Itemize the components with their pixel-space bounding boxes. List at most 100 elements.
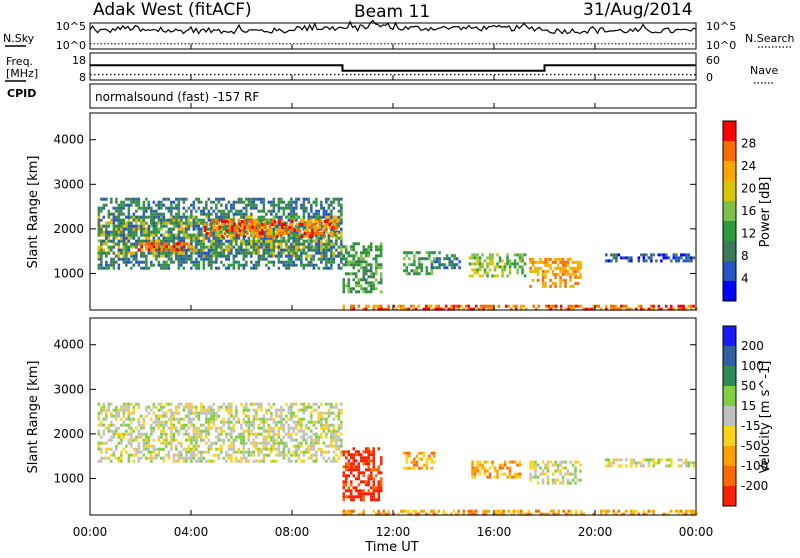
echo-cell (287, 423, 291, 427)
echo-cell (227, 251, 231, 255)
echo-cell (182, 417, 186, 421)
echo-cell (180, 402, 183, 406)
echo-cell (513, 472, 517, 476)
echo-cell (357, 304, 360, 308)
echo-cell (140, 426, 143, 430)
echo-cell (266, 235, 269, 238)
echo-cell (248, 220, 252, 223)
echo-cell (312, 245, 316, 249)
echo-cell (125, 242, 128, 246)
echo-cell (340, 227, 343, 231)
echo-cell (501, 259, 504, 263)
echo-cell (529, 463, 532, 467)
echo-cell (531, 460, 535, 464)
echo-cell (177, 266, 181, 270)
echo-cell (165, 402, 168, 406)
echo-cell (292, 236, 296, 240)
echo-cell (302, 266, 306, 270)
echo-cell (222, 438, 226, 442)
echo-cell (215, 248, 218, 252)
echo-cell (380, 512, 383, 516)
echo-cell (372, 486, 375, 490)
echo-cell (107, 209, 111, 213)
echo-cell (110, 263, 113, 267)
echo-cell (561, 478, 565, 482)
echo-cell (221, 235, 224, 238)
echo-cell (162, 432, 166, 436)
echo-cell (352, 263, 355, 267)
echo-cell (352, 278, 355, 282)
echo-cell (574, 272, 577, 276)
echo-cell (152, 200, 156, 204)
echo-cell (690, 461, 693, 465)
echo-cell (367, 453, 370, 457)
echo-cell (554, 275, 557, 279)
echo-cell (235, 408, 238, 412)
echo-cell (488, 253, 492, 257)
echo-cell (687, 461, 691, 465)
echo-cell (110, 218, 113, 222)
echo-cell (97, 429, 101, 433)
echo-cell (227, 405, 231, 409)
echo-cell (220, 227, 223, 231)
echo-cell (170, 203, 173, 207)
echo-cell (142, 221, 146, 225)
echo-cell (295, 203, 298, 207)
echo-cell (320, 233, 323, 237)
echo-cell (315, 248, 318, 252)
echo-cell (544, 260, 547, 264)
echo-cell (230, 206, 233, 210)
echo-cell (556, 469, 560, 473)
echo-cell (516, 268, 519, 272)
echo-cell (385, 307, 388, 311)
echo-cell (377, 447, 380, 451)
echo-cell (291, 229, 294, 232)
echo-cell (197, 224, 201, 228)
power-panel (97, 197, 698, 311)
echo-cell (252, 414, 256, 418)
echo-cell (307, 447, 311, 451)
echo-cell (392, 304, 395, 308)
echo-cell (150, 429, 153, 433)
echo-cell (332, 432, 336, 436)
echo-cell (207, 408, 211, 412)
echo-cell (417, 512, 420, 516)
echo-cell (227, 254, 231, 258)
echo-cell (502, 512, 505, 516)
echo-cell (645, 253, 648, 257)
echo-cell (682, 253, 686, 257)
echo-cell (335, 453, 338, 457)
echo-cell (262, 230, 266, 234)
echo-region-8 (529, 257, 582, 288)
echo-cell (478, 262, 482, 266)
echo-cell (233, 223, 237, 226)
nsky-series (89, 19, 697, 35)
echo-cell (208, 232, 212, 235)
echo-cell (127, 432, 131, 436)
echo-cell (162, 260, 166, 264)
echo-cell (167, 254, 171, 258)
echo-cell (120, 417, 123, 421)
freq-series-group (90, 64, 696, 76)
echo-cell (350, 254, 353, 258)
echo-cell (182, 423, 186, 427)
echo-cell (546, 463, 550, 467)
echo-cell (367, 447, 370, 451)
echo-cell (307, 405, 311, 409)
echo-cell (272, 197, 276, 201)
echo-cell (215, 233, 218, 237)
echo-cell (216, 226, 219, 229)
echo-cell (310, 215, 313, 219)
echo-cell (397, 304, 400, 308)
echo-cell (210, 266, 213, 270)
echo-cell (212, 218, 216, 222)
echo-cell (340, 420, 343, 424)
echo-cell (152, 221, 156, 225)
echo-cell (630, 458, 633, 462)
echo-cell (320, 257, 323, 261)
echo-cell (256, 223, 259, 226)
echo-cell (170, 423, 173, 427)
echo-cell (307, 212, 311, 216)
echo-cell (142, 260, 146, 264)
echo-cell (200, 408, 203, 412)
